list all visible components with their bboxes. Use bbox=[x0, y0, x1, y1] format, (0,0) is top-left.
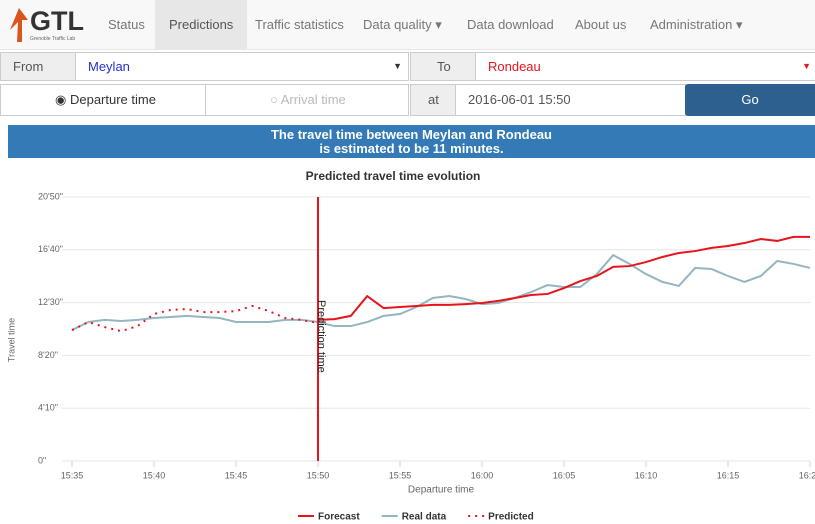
x-tick-label: 15:35 bbox=[61, 470, 84, 480]
datetime-input[interactable]: 2016-06-01 15:50 bbox=[455, 84, 686, 116]
x-tick-label: 15:50 bbox=[307, 470, 330, 480]
nav-label: Data quality bbox=[363, 17, 432, 32]
to-value: Rondeau bbox=[488, 59, 541, 74]
prediction-label: Prediction time bbox=[315, 300, 327, 373]
from-value: Meylan bbox=[88, 59, 130, 74]
series-line bbox=[317, 235, 810, 321]
legend-label: Real data bbox=[402, 512, 447, 523]
banner-line: is estimated to be 11 minutes. bbox=[319, 141, 504, 156]
y-tick-label: 0" bbox=[38, 455, 46, 465]
nav-label: Administration bbox=[650, 17, 733, 32]
banner-line: The travel time between Meylan and Ronde… bbox=[270, 127, 552, 142]
arrival-radio[interactable]: ○ Arrival time bbox=[205, 84, 409, 116]
nav-item[interactable]: Data download bbox=[467, 17, 554, 32]
series-line bbox=[71, 304, 319, 333]
to-select[interactable]: Rondeau ▼ bbox=[475, 52, 815, 81]
y-tick-label: 16'40" bbox=[38, 244, 63, 254]
series-line bbox=[71, 253, 811, 331]
nav-item[interactable]: Status bbox=[108, 17, 145, 32]
logo-sub: Grenoble Traffic Lab bbox=[30, 36, 76, 42]
to-label: To bbox=[410, 52, 476, 81]
nav-item[interactable]: Administration ▾ bbox=[650, 17, 743, 32]
y-tick-label: 20'50" bbox=[38, 191, 63, 201]
y-tick-label: 12'30" bbox=[38, 297, 63, 307]
departure-radio[interactable]: ◉ Departure time bbox=[0, 84, 206, 116]
x-tick-label: 15:45 bbox=[225, 470, 248, 480]
x-tick-label: 16:10 bbox=[635, 470, 658, 480]
legend-label: Forecast bbox=[318, 512, 360, 523]
from-label: From bbox=[0, 52, 76, 81]
logo[interactable]: GTL bbox=[30, 6, 84, 36]
result-banner: The travel time between Meylan and Ronde… bbox=[8, 125, 815, 158]
x-tick-label: 15:55 bbox=[389, 470, 412, 480]
at-label: at bbox=[410, 84, 456, 116]
legend-label: Predicted bbox=[488, 512, 534, 523]
departure-label: Departure time bbox=[69, 92, 156, 107]
logo-icon bbox=[10, 8, 28, 42]
x-tick-label: 16:20 bbox=[799, 470, 815, 480]
x-tick-label: 15:40 bbox=[143, 470, 166, 480]
x-tick-label: 16:15 bbox=[717, 470, 740, 480]
y-axis-label: Travel time bbox=[6, 318, 16, 362]
chart-title: Predicted travel time evolution bbox=[306, 169, 481, 183]
from-select[interactable]: Meylan ▼ bbox=[75, 52, 409, 81]
nav-item[interactable]: About us bbox=[575, 17, 627, 32]
arrival-label: Arrival time bbox=[280, 92, 346, 107]
go-button[interactable]: Go bbox=[685, 84, 815, 116]
x-tick-label: 16:00 bbox=[471, 470, 494, 480]
x-tick-label: 16:05 bbox=[553, 470, 576, 480]
nav-item[interactable]: Predictions bbox=[155, 0, 248, 49]
navbar: GTL Grenoble Traffic Lab Status Predicti… bbox=[0, 0, 815, 50]
nav-item[interactable]: Traffic statistics bbox=[255, 17, 344, 32]
x-axis-label: Departure time bbox=[408, 485, 475, 496]
nav-item[interactable]: Data quality ▾ bbox=[363, 17, 442, 32]
y-tick-label: 8'20" bbox=[38, 350, 58, 360]
y-tick-label: 4'10" bbox=[38, 403, 58, 413]
chart: Predicted travel time evolution Travel t… bbox=[6, 169, 815, 523]
